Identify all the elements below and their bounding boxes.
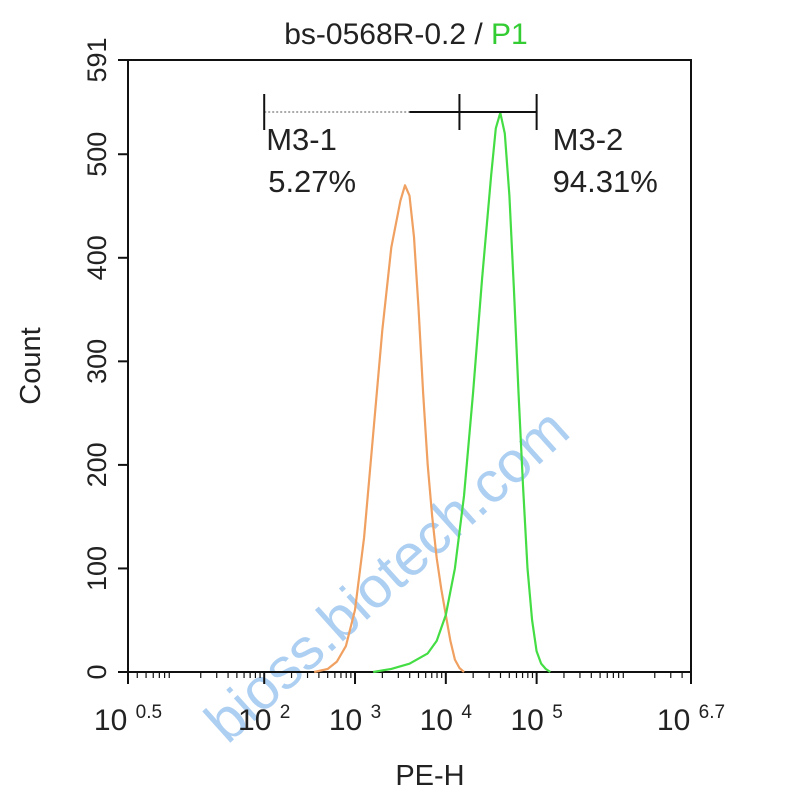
title-sample: bs-0568R-0.2: [284, 18, 466, 51]
x-tick-label: 10 5: [510, 702, 562, 737]
x-tick-base: 10: [94, 704, 136, 737]
x-tick-exponent: 3: [371, 702, 382, 723]
x-tick-exponent: 2: [280, 702, 291, 723]
watermark-text: bioss.biotech.com: [193, 396, 581, 755]
x-tick-base: 10: [510, 704, 552, 737]
y-tick-label: 200: [82, 442, 112, 487]
y-tick-label: 500: [82, 132, 112, 177]
histogram-series-line: [313, 184, 465, 674]
x-tick-label: 10 6.7: [657, 702, 725, 737]
x-tick-base: 10: [420, 704, 462, 737]
title-separator: /: [466, 18, 491, 51]
marker-label-m3-2: M3-2: [553, 122, 624, 157]
marker-label-m3-1: M3-1: [266, 122, 337, 157]
y-tick-label: 0: [82, 664, 112, 679]
x-tick-base: 10: [238, 704, 280, 737]
x-tick-exponent: 0.5: [136, 702, 162, 723]
x-tick-label: 10 3: [329, 702, 381, 737]
y-tick-label: 100: [82, 546, 112, 591]
y-tick-label: 300: [82, 339, 112, 384]
x-axis-label: PE-H: [395, 760, 464, 792]
marker-percent-m3-2: 94.31%: [553, 164, 658, 199]
y-tick-label: 400: [82, 235, 112, 280]
x-tick-label: 10 4: [420, 702, 473, 737]
x-tick-base: 10: [329, 704, 371, 737]
y-axis-label: Count: [15, 327, 47, 404]
y-tick-label: 591: [82, 37, 112, 82]
x-tick-base: 10: [657, 704, 699, 737]
title-gate: P1: [491, 18, 528, 51]
x-tick-exponent: 4: [461, 702, 472, 723]
x-tick-exponent: 6.7: [699, 702, 725, 723]
x-tick-label: 10 2: [238, 702, 290, 737]
x-tick-exponent: 5: [552, 702, 563, 723]
marker-percent-m3-1: 5.27%: [268, 164, 356, 199]
x-tick-label: 10 0.5: [94, 702, 162, 737]
chart-title: bs-0568R-0.2 / P1: [284, 18, 528, 51]
histogram-series-line: [373, 111, 551, 674]
